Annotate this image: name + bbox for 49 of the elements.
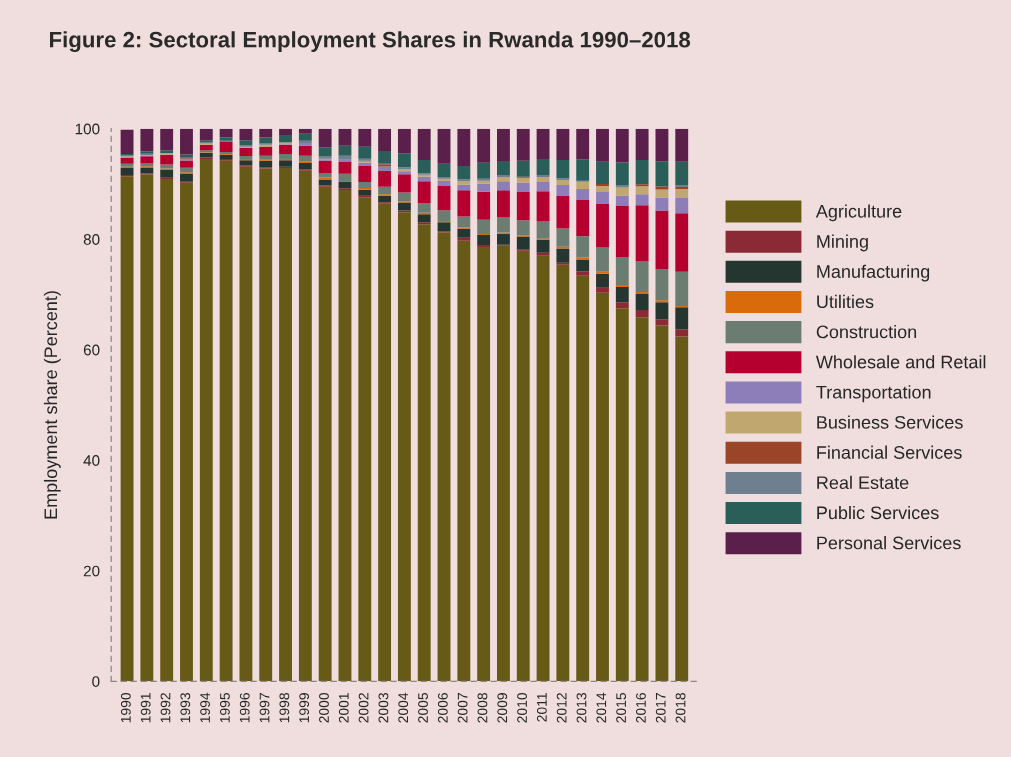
y-axis-title: Employment share (Percent) (43, 291, 61, 519)
x-tick-label: 2017 (655, 693, 666, 723)
legend-label: Agriculture (815, 204, 902, 222)
legend-label: Utilities (817, 294, 874, 309)
chart-title: Figure 2: Sectoral Employment Shares in Rwanda 1990–2018 (50, 31, 691, 53)
x-tick-label: 1995 (220, 692, 230, 723)
x-tick-label: 2005 (418, 692, 428, 723)
x-tick-label: 2015 (616, 692, 627, 723)
x-tick-label: 1996 (239, 693, 250, 723)
x-tick-label: 2011 (536, 693, 547, 722)
x-tick-label: 1997 (259, 693, 270, 723)
x-tick-label: 1998 (279, 693, 290, 723)
x-tick-label: 2008 (477, 693, 488, 723)
legend-label: Personal Services (817, 536, 961, 550)
x-tick-label: 2009 (497, 693, 508, 723)
x-tick-label: 1999 (299, 693, 310, 723)
legend-label: Real Estate (817, 475, 909, 490)
legend-label: Business Services (817, 415, 963, 429)
legend-label: Financial Services (817, 445, 962, 459)
x-tick-label: 1992 (160, 693, 171, 723)
x-tick-label: 2004 (398, 692, 409, 723)
x-tick-label: 2010 (517, 692, 527, 723)
y-tick-label: 20 (83, 565, 100, 577)
y-tick-label: 0 (92, 676, 100, 687)
x-tick-label: 2013 (576, 693, 587, 723)
x-tick-label: 2014 (596, 692, 607, 723)
x-tick-label: 2001 (338, 693, 349, 723)
x-tick-label: 2006 (437, 693, 448, 723)
x-tick-label: 2007 (457, 693, 468, 723)
x-tick-label: 2018 (675, 693, 686, 723)
legend-label: Transportation (816, 385, 931, 403)
x-tick-label: 1990 (120, 692, 131, 723)
x-tick-label: 1994 (200, 692, 211, 723)
legend-label: Construction (816, 325, 917, 339)
x-tick-label: 2012 (556, 693, 567, 723)
x-tick-label: 2003 (378, 693, 389, 723)
legend-label: Public Services (817, 505, 939, 520)
x-tick-label: 2002 (358, 693, 369, 723)
y-tick-label: 80 (83, 234, 100, 245)
legend-label: Manufacturing (817, 264, 930, 282)
y-tick-label: 40 (83, 455, 100, 466)
x-tick-label: 1991 (140, 693, 151, 723)
y-tick-label: 100 (75, 123, 100, 135)
legend-label: Mining (817, 234, 868, 252)
x-tick-label: 2016 (636, 693, 646, 723)
x-tick-label: 1993 (180, 693, 191, 723)
x-tick-label: 2000 (319, 692, 329, 723)
y-tick-label: 60 (83, 344, 100, 356)
legend-label: Wholesale and Retail (815, 355, 986, 369)
